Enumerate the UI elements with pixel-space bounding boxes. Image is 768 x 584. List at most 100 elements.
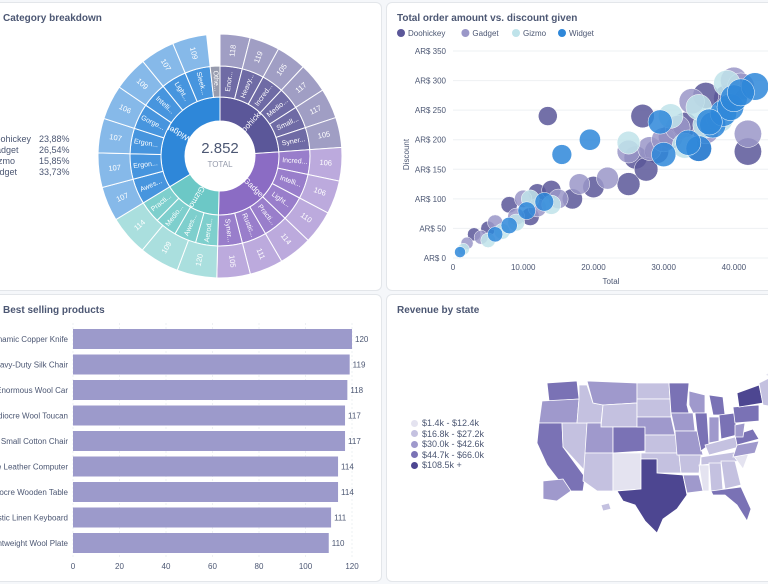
- state-alabama[interactable]: [708, 462, 724, 492]
- map-legend-item[interactable]: $108.5k +: [411, 460, 462, 470]
- state-north-dakota[interactable]: [636, 382, 671, 400]
- legend-percent: 26,54%: [39, 145, 70, 155]
- scatter-ytick-label: AR$ 200: [415, 136, 447, 145]
- state-maine[interactable]: [764, 367, 768, 379]
- state-utah[interactable]: [584, 422, 614, 454]
- scatter-point[interactable]: [534, 192, 554, 212]
- scatter-legend-dot[interactable]: [461, 29, 470, 37]
- sunburst-middle-label: Enor...: [225, 71, 234, 92]
- state-louisiana[interactable]: [682, 474, 704, 494]
- state-hawaii[interactable]: [600, 502, 612, 512]
- scatter-point[interactable]: [538, 106, 558, 126]
- scatter-point[interactable]: [517, 201, 536, 220]
- state-washington[interactable]: [546, 380, 580, 402]
- card-title[interactable]: Revenue by state: [397, 305, 480, 316]
- scatter-legend-dot[interactable]: [558, 29, 566, 37]
- state-indiana[interactable]: [708, 416, 720, 444]
- scatter-point[interactable]: [727, 78, 755, 107]
- state-illinois[interactable]: [694, 412, 710, 452]
- state-oregon[interactable]: [538, 398, 580, 424]
- bar-xtick-label: 60: [208, 562, 217, 571]
- bar-category-label: Enormous Wool Car: [0, 386, 68, 395]
- legend-label: Doohickey: [0, 134, 32, 144]
- legend-percent: 15,85%: [39, 156, 70, 166]
- state-montana[interactable]: [586, 380, 638, 406]
- scatter-point[interactable]: [647, 109, 673, 135]
- scatter-point[interactable]: [487, 226, 504, 243]
- state-kansas[interactable]: [644, 434, 678, 454]
- states-group[interactable]: [536, 367, 768, 534]
- scatter-point[interactable]: [579, 128, 601, 151]
- legend-item[interactable]: Widget 33,73%: [0, 167, 70, 177]
- scatter-legend-label[interactable]: Doohickey: [408, 29, 445, 38]
- card-title[interactable]: Best selling products: [3, 305, 105, 316]
- state-florida[interactable]: [710, 486, 752, 522]
- scatter-point[interactable]: [734, 119, 762, 148]
- state-arizona[interactable]: [582, 452, 614, 492]
- state-texas[interactable]: [616, 458, 688, 534]
- scatter-point[interactable]: [616, 130, 641, 155]
- state-alaska[interactable]: [542, 478, 572, 502]
- sunburst-middle-label: Syner...: [223, 218, 233, 242]
- bar-category-label: Small Cotton Chair: [1, 437, 68, 446]
- state-mississippi[interactable]: [698, 464, 710, 492]
- state-iowa[interactable]: [670, 412, 696, 432]
- legend-item[interactable]: Gadget 26,54%: [0, 145, 70, 155]
- bar-value-label: 110: [332, 539, 345, 548]
- scatter-point[interactable]: [454, 246, 466, 258]
- state-minnesota[interactable]: [668, 382, 690, 414]
- legend-item[interactable]: Gizmo 15,85%: [0, 156, 70, 166]
- state-north-carolina[interactable]: [732, 440, 760, 458]
- state-south-dakota[interactable]: [636, 398, 672, 418]
- map-legend-label: $1.4k - $12.4k: [422, 418, 480, 428]
- legend-item[interactable]: Doohickey 23,88%: [0, 134, 70, 144]
- card-title[interactable]: Total order amount vs. discount given: [397, 13, 578, 24]
- scatter-point[interactable]: [651, 142, 677, 167]
- scatter-point[interactable]: [596, 166, 619, 190]
- state-new-mexico[interactable]: [612, 452, 642, 492]
- state-missouri[interactable]: [674, 430, 704, 456]
- state-colorado[interactable]: [612, 426, 646, 454]
- state-arkansas[interactable]: [678, 454, 702, 474]
- map-legend-item[interactable]: $16.8k - $27.2k: [411, 429, 484, 439]
- map-legend-item[interactable]: $1.4k - $12.4k: [411, 418, 479, 428]
- scatter-legend-dot[interactable]: [512, 29, 520, 37]
- state-pennsylvania[interactable]: [732, 404, 760, 424]
- card-title[interactable]: Category breakdown: [3, 13, 102, 24]
- sunburst-outer-segment[interactable]: [172, 34, 211, 74]
- bar[interactable]: [73, 507, 332, 528]
- bar[interactable]: [73, 329, 352, 349]
- state-west-virginia[interactable]: [734, 422, 746, 438]
- bar[interactable]: [73, 405, 346, 426]
- sunburst-total-label: TOTAL: [207, 160, 233, 169]
- bar[interactable]: [73, 456, 339, 477]
- scatter-legend-dot[interactable]: [397, 29, 405, 37]
- scatter-point[interactable]: [551, 144, 572, 165]
- sunburst-total-value: 2.852: [201, 140, 239, 157]
- bar-xtick-label: 80: [255, 562, 264, 571]
- scatter-legend-label[interactable]: Gadget: [472, 29, 499, 38]
- bar[interactable]: [73, 482, 339, 502]
- state-michigan[interactable]: [708, 394, 726, 416]
- bar[interactable]: [73, 380, 348, 400]
- scatter-point[interactable]: [500, 217, 518, 234]
- us-map[interactable]: [387, 295, 768, 581]
- state-wyoming[interactable]: [600, 402, 638, 428]
- scatter-point[interactable]: [616, 172, 641, 196]
- bar[interactable]: [73, 533, 329, 553]
- state-georgia[interactable]: [720, 460, 742, 490]
- scatter-legend-label[interactable]: Gizmo: [523, 29, 547, 38]
- scatter-point[interactable]: [568, 173, 590, 195]
- scatter-legend-label[interactable]: Widget: [569, 29, 595, 38]
- state-new-england[interactable]: [758, 375, 768, 407]
- scatter-point[interactable]: [696, 108, 723, 136]
- sunburst-middle-segment[interactable]: [209, 65, 221, 98]
- map-legend-item[interactable]: $30.0k - $42.6k: [411, 439, 484, 449]
- state-new-york[interactable]: [736, 384, 764, 408]
- scatter-point[interactable]: [675, 129, 702, 156]
- state-wisconsin[interactable]: [688, 390, 706, 414]
- map-legend-item[interactable]: $44.7k - $66.0k: [411, 450, 484, 460]
- bar[interactable]: [73, 431, 346, 451]
- bar[interactable]: [73, 354, 350, 375]
- bar-value-label: 120: [355, 335, 369, 344]
